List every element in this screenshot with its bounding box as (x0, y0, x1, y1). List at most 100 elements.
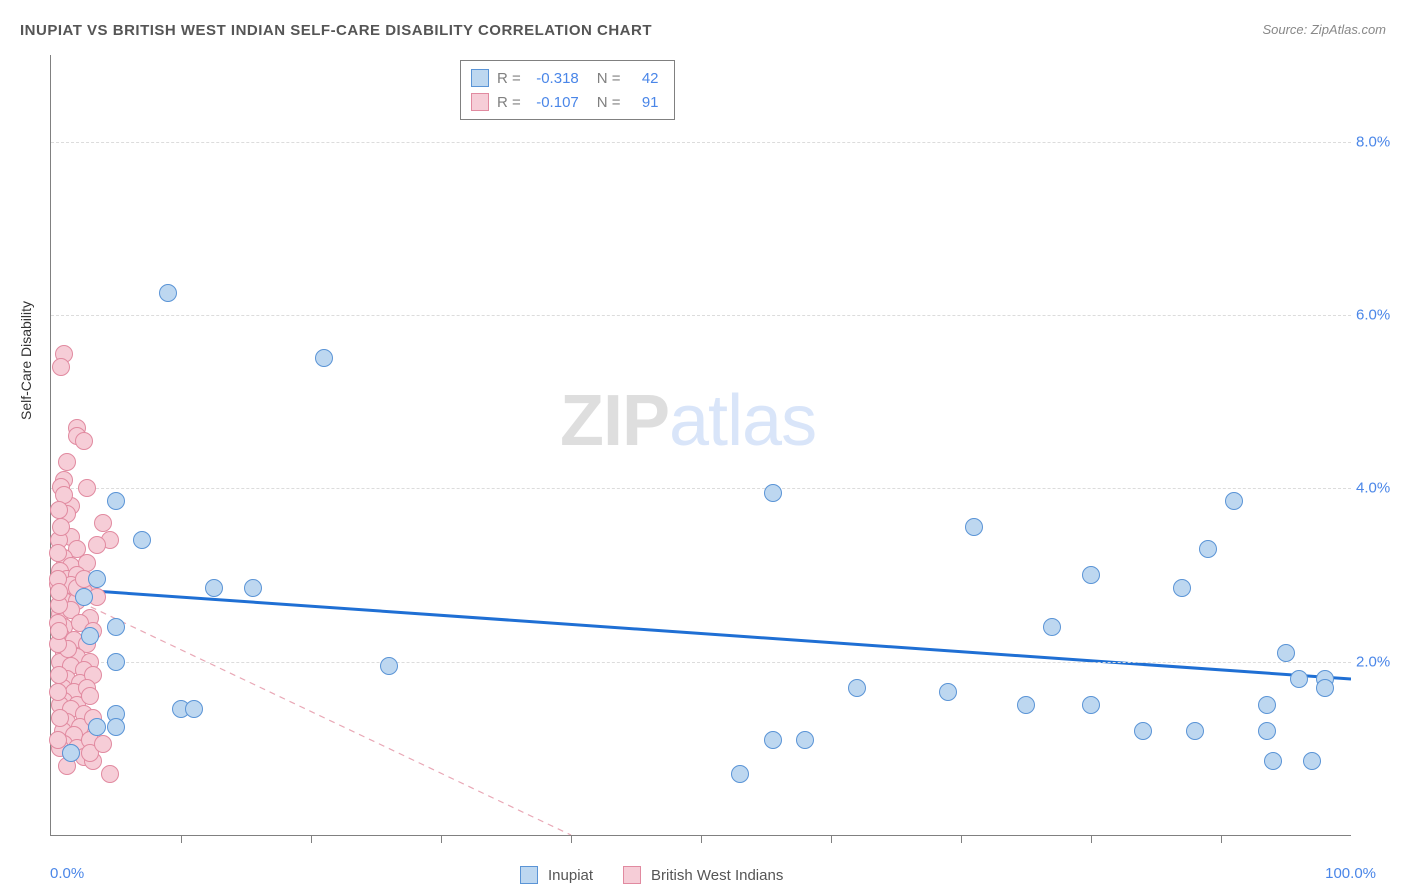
legend-swatch (471, 69, 489, 87)
data-point (1017, 696, 1035, 714)
data-point (133, 531, 151, 549)
data-point (1316, 679, 1334, 697)
data-point (50, 622, 68, 640)
data-point (1043, 618, 1061, 636)
data-point (81, 627, 99, 645)
data-point (49, 683, 67, 701)
x-axis-min-label: 0.0% (50, 865, 84, 882)
x-tick (571, 835, 572, 843)
data-point (58, 453, 76, 471)
legend-label: British West Indians (651, 867, 783, 884)
plot-area: 2.0%4.0%6.0%8.0% (50, 55, 1351, 836)
data-point (88, 536, 106, 554)
data-point (1264, 752, 1282, 770)
chart-title: INUPIAT VS BRITISH WEST INDIAN SELF-CARE… (20, 22, 652, 39)
x-tick (311, 835, 312, 843)
data-point (107, 653, 125, 671)
n-label: N = (597, 94, 621, 111)
data-point (1303, 752, 1321, 770)
data-point (159, 284, 177, 302)
data-point (94, 514, 112, 532)
data-point (52, 518, 70, 536)
source-label: Source: ZipAtlas.com (1262, 22, 1386, 37)
x-tick (701, 835, 702, 843)
data-point (50, 501, 68, 519)
data-point (205, 579, 223, 597)
data-point (965, 518, 983, 536)
legend-swatch (520, 866, 538, 884)
data-point (51, 709, 69, 727)
x-tick (1091, 835, 1092, 843)
stats-legend-row: R = -0.107 N = 91 (471, 90, 659, 114)
data-point (49, 544, 67, 562)
x-tick (831, 835, 832, 843)
data-point (101, 765, 119, 783)
data-point (731, 765, 749, 783)
data-point (1290, 670, 1308, 688)
data-point (78, 479, 96, 497)
data-point (796, 731, 814, 749)
data-point (62, 744, 80, 762)
x-axis-max-label: 100.0% (1325, 865, 1376, 882)
data-point (75, 432, 93, 450)
data-point (94, 735, 112, 753)
y-tick-label: 6.0% (1356, 307, 1401, 324)
r-value: -0.107 (529, 94, 579, 111)
data-point (1199, 540, 1217, 558)
gridline (51, 662, 1351, 663)
gridline (51, 142, 1351, 143)
data-point (88, 718, 106, 736)
data-point (1258, 696, 1276, 714)
data-point (1225, 492, 1243, 510)
trend-line (51, 588, 1351, 679)
y-axis-label: Self-Care Disability (18, 301, 34, 420)
r-label: R = (497, 70, 521, 87)
data-point (50, 583, 68, 601)
n-label: N = (597, 70, 621, 87)
series-legend: Inupiat British West Indians (520, 866, 803, 884)
data-point (1082, 566, 1100, 584)
x-tick (961, 835, 962, 843)
x-tick (181, 835, 182, 843)
data-point (81, 687, 99, 705)
data-point (52, 358, 70, 376)
stats-legend-row: R = -0.318 N = 42 (471, 66, 659, 90)
data-point (185, 700, 203, 718)
data-point (1186, 722, 1204, 740)
y-tick-label: 4.0% (1356, 480, 1401, 497)
data-point (1173, 579, 1191, 597)
stats-legend: R = -0.318 N = 42 R = -0.107 N = 91 (460, 60, 675, 120)
data-point (107, 618, 125, 636)
data-point (848, 679, 866, 697)
legend-label: Inupiat (548, 867, 593, 884)
trend-line (51, 588, 571, 835)
data-point (88, 570, 106, 588)
data-point (1082, 696, 1100, 714)
y-tick-label: 8.0% (1356, 133, 1401, 150)
n-value: 91 (629, 94, 659, 111)
gridline (51, 488, 1351, 489)
legend-swatch (471, 93, 489, 111)
data-point (764, 731, 782, 749)
trend-lines-layer (51, 55, 1351, 835)
r-label: R = (497, 94, 521, 111)
data-point (1258, 722, 1276, 740)
data-point (1134, 722, 1152, 740)
data-point (50, 666, 68, 684)
data-point (380, 657, 398, 675)
data-point (315, 349, 333, 367)
y-tick-label: 2.0% (1356, 653, 1401, 670)
gridline (51, 315, 1351, 316)
data-point (1277, 644, 1295, 662)
data-point (244, 579, 262, 597)
r-value: -0.318 (529, 70, 579, 87)
x-tick (1221, 835, 1222, 843)
n-value: 42 (629, 70, 659, 87)
x-tick (441, 835, 442, 843)
legend-swatch (623, 866, 641, 884)
data-point (107, 718, 125, 736)
data-point (75, 588, 93, 606)
data-point (764, 484, 782, 502)
data-point (939, 683, 957, 701)
data-point (107, 492, 125, 510)
